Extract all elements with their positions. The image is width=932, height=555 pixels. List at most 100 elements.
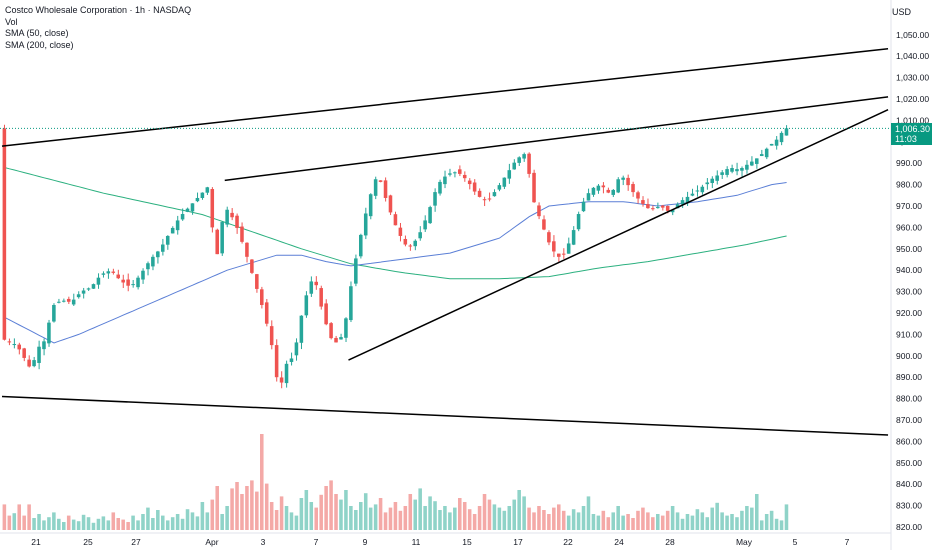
time-axis[interactable]: 21 25 27 Apr 3 7 9 11 15 17 22 24 28 May 5 7 [31, 537, 849, 547]
volume-bar [413, 499, 417, 530]
candle [725, 166, 729, 178]
volume-bar [517, 490, 521, 530]
volume-indicator-label[interactable]: Vol [5, 16, 18, 27]
volume-bar [611, 512, 615, 530]
volume-bar [57, 518, 61, 530]
volume-bar [646, 512, 650, 530]
volume-bar [279, 496, 284, 530]
candle [96, 273, 101, 289]
volume-bar [255, 491, 259, 530]
volume-bar [359, 502, 363, 530]
y-tick-label: 820.00 [896, 522, 922, 532]
candle [210, 187, 215, 233]
volume-bar [235, 482, 239, 530]
volume-bar [373, 504, 378, 530]
candle [502, 177, 507, 190]
volume-bar [700, 512, 705, 530]
volume-bar [205, 512, 210, 530]
candle [462, 171, 467, 182]
trendline-lower-channel[interactable] [1, 395, 889, 436]
trendline-upper-channel[interactable] [1, 47, 889, 147]
volume-bar [121, 519, 125, 530]
candle [225, 206, 229, 228]
trendline-rising-wedge-bottom[interactable] [348, 109, 889, 361]
candle [656, 202, 660, 209]
candle [255, 273, 259, 293]
candle [730, 164, 734, 174]
volume-bar [764, 514, 769, 530]
volume-bar [111, 512, 116, 530]
y-tick-label: 1,040.00 [896, 51, 929, 61]
volume-bar [52, 512, 56, 530]
candle [319, 285, 323, 310]
volume-bar [354, 510, 358, 530]
volume-bar [601, 510, 606, 530]
candle [626, 174, 630, 191]
volume-bars [2, 434, 789, 530]
candle [136, 275, 140, 290]
candle [611, 189, 615, 198]
candle [190, 203, 195, 215]
price-axis[interactable]: 820.00 830.00 840.00 850.00 860.00 870.00 880.… [0, 30, 929, 532]
volume-bar [626, 514, 630, 530]
candle [373, 176, 378, 200]
candle [131, 279, 135, 288]
sma50-indicator-label[interactable]: SMA (50, close) [5, 28, 69, 38]
trendline-rising-wedge-top[interactable] [224, 96, 889, 182]
candle [388, 194, 393, 216]
volume-bar [656, 514, 660, 530]
volume-bar [636, 510, 640, 530]
candle [279, 371, 284, 389]
candle [359, 233, 363, 259]
volume-bar [240, 494, 244, 530]
y-tick-label: 960.00 [896, 222, 922, 232]
volume-bar [616, 506, 620, 530]
volume-bar [62, 522, 66, 530]
candle [106, 268, 111, 279]
volume-bar [175, 514, 180, 530]
volume-bar [225, 506, 229, 530]
currency-label[interactable]: USD [892, 7, 912, 17]
candle [274, 339, 279, 382]
volume-bar [512, 499, 516, 530]
sma200-indicator-label[interactable]: SMA (200, close) [5, 39, 74, 50]
candle [215, 228, 219, 255]
candle [690, 188, 695, 197]
volume-bar [17, 504, 21, 530]
x-tick-label: 17 [513, 537, 523, 547]
candle [685, 191, 690, 206]
candle [750, 156, 754, 167]
candle [482, 196, 487, 207]
volume-bar [497, 507, 502, 530]
candle [354, 254, 358, 287]
volume-bar [670, 506, 675, 530]
volume-bar [458, 498, 462, 530]
candle [47, 319, 51, 347]
volume-bar [294, 515, 299, 530]
volume-bar [566, 515, 571, 530]
candle [230, 208, 234, 221]
candle [423, 215, 427, 232]
volume-bar [398, 510, 403, 530]
y-tick-label: 980.00 [896, 180, 922, 190]
candle [606, 187, 611, 194]
candle [250, 259, 254, 275]
candle [487, 192, 492, 202]
candle [146, 261, 150, 276]
candle [700, 184, 705, 195]
candle [2, 124, 7, 341]
volume-bar [131, 515, 135, 530]
volume-bar [547, 514, 551, 530]
trendlines[interactable] [1, 47, 889, 436]
candle [774, 136, 779, 150]
candle [71, 293, 76, 306]
volume-bar [269, 502, 274, 530]
candle [378, 180, 383, 183]
y-tick-label: 890.00 [896, 372, 922, 382]
symbol-title[interactable]: Costco Wholesale Corporation · 1h · NASD… [5, 5, 192, 15]
y-tick-label: 940.00 [896, 265, 922, 275]
volume-bar [42, 520, 46, 530]
volume-bar [710, 507, 714, 530]
